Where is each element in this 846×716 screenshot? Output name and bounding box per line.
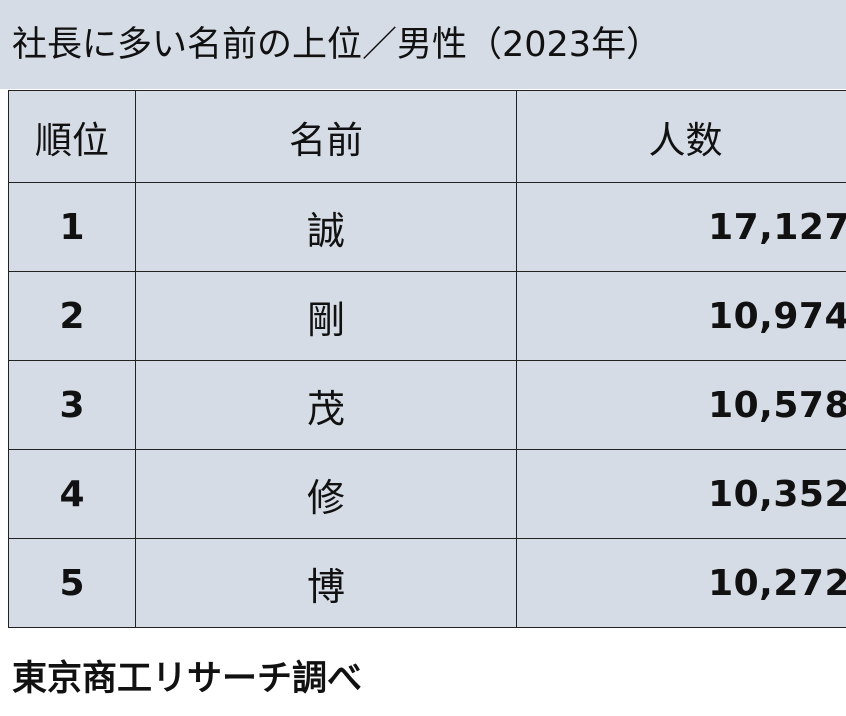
cell-count: 10,578 [516,360,846,450]
table-header-row: 順位 名前 人数 [8,90,846,183]
table-row: 2 剛 10,974 [8,271,846,361]
cell-name: 茂 [135,360,517,450]
table-row: 5 博 10,272 [8,538,846,628]
cell-name: 誠 [135,182,517,272]
cell-rank: 5 [8,538,136,628]
table-row: 3 茂 10,578 [8,360,846,450]
cell-rank: 2 [8,271,136,361]
cell-count: 10,352 [516,449,846,539]
header-count: 人数 [516,90,846,183]
header-name: 名前 [135,90,517,183]
source-note: 東京商工リサーチ調べ [12,659,363,699]
header-rank: 順位 [8,90,136,183]
cell-count: 17,127 [516,182,846,272]
cell-name: 修 [135,449,517,539]
cell-rank: 4 [8,449,136,539]
cell-rank: 3 [8,360,136,450]
table-row: 4 修 10,352 [8,449,846,539]
cell-rank: 1 [8,182,136,272]
cell-name: 博 [135,538,517,628]
cell-name: 剛 [135,271,517,361]
page-title: 社長に多い名前の上位／男性（2023年） [12,25,662,65]
cell-count: 10,974 [516,271,846,361]
table-row: 1 誠 17,127 [8,182,846,272]
cell-count: 10,272 [516,538,846,628]
title-bar: 社長に多い名前の上位／男性（2023年） [0,0,846,89]
ranking-table: 順位 名前 人数 1 誠 17,127 2 剛 10,974 3 茂 10,57… [8,90,846,628]
